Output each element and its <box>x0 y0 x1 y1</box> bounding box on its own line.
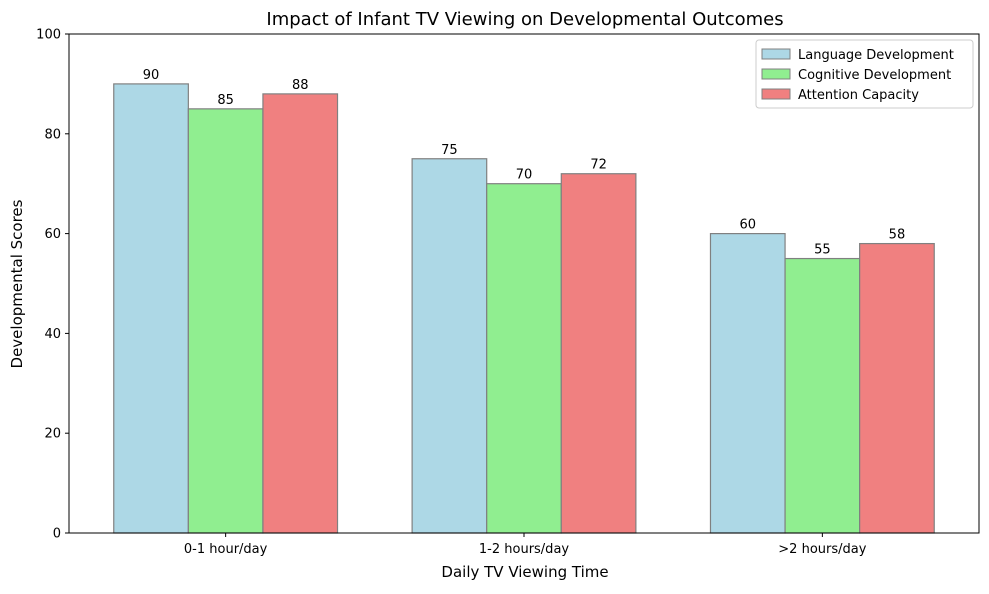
bar-2-2 <box>486 183 562 534</box>
value-label-2-3: 55 <box>814 243 831 258</box>
value-label-1-1: 90 <box>143 68 160 83</box>
chart-title: Impact of Infant TV Viewing on Developme… <box>266 9 783 30</box>
legend-label-2: Cognitive Development <box>798 68 951 83</box>
y-axis-title: Developmental Scores <box>8 199 26 368</box>
y-axis: 0 20 40 60 80 100 <box>36 28 69 542</box>
bar-2-3 <box>784 257 861 534</box>
x-axis: 0-1 hour/day 1-2 hours/day >2 hours/day <box>184 533 867 557</box>
value-label-2-2: 70 <box>516 168 533 183</box>
value-label-2-1: 85 <box>217 93 234 108</box>
bars-layer <box>113 83 935 534</box>
bar-1-2 <box>411 158 488 534</box>
x-tick-label-1: 0-1 hour/day <box>184 542 268 557</box>
value-labels-layer: 90 75 60 85 70 55 88 72 58 <box>143 68 905 258</box>
y-tick-label-100: 100 <box>36 28 61 43</box>
value-label-1-3: 60 <box>739 218 756 233</box>
value-label-3-2: 72 <box>590 158 607 173</box>
y-tick-label-20: 20 <box>44 427 61 442</box>
bar-1-1 <box>113 83 189 534</box>
y-tick-label-0: 0 <box>53 527 61 542</box>
x-tick-label-2: 1-2 hours/day <box>479 542 570 557</box>
legend-label-3: Attention Capacity <box>798 88 919 103</box>
y-tick-label-60: 60 <box>44 227 61 242</box>
value-label-3-3: 58 <box>889 228 906 243</box>
legend-swatch-1 <box>761 48 791 60</box>
bar-2-1 <box>187 108 264 534</box>
legend-swatch-2 <box>761 68 791 80</box>
bar-3-3 <box>859 242 935 534</box>
legend: Language Development Cognitive Developmen… <box>755 39 974 109</box>
legend-box <box>755 39 974 109</box>
bar-3-1 <box>262 93 339 534</box>
legend-label-1: Language Development <box>798 48 954 63</box>
bar-3-2 <box>560 173 637 534</box>
value-label-3-1: 88 <box>292 78 309 93</box>
legend-swatch-3 <box>761 88 791 100</box>
y-tick-label-80: 80 <box>44 127 61 142</box>
bar-1-3 <box>709 233 786 534</box>
value-label-1-2: 75 <box>441 143 458 158</box>
x-tick-label-3: >2 hours/day <box>778 542 866 557</box>
y-tick-label-40: 40 <box>44 327 61 342</box>
x-axis-title: Daily TV Viewing Time <box>441 563 608 581</box>
